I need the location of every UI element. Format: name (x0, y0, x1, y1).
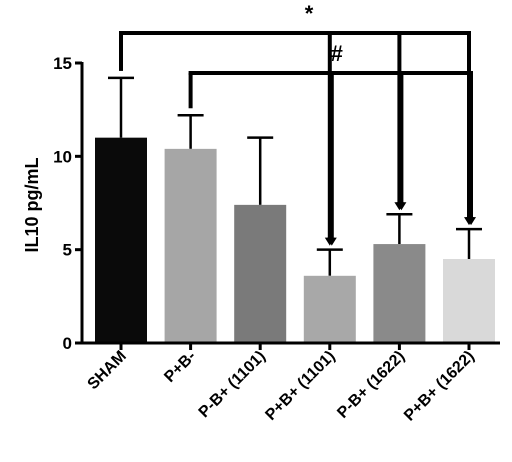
bracket-arrow-head (326, 237, 337, 246)
bracket-arrow-head (466, 217, 476, 226)
bar (164, 148, 217, 343)
bracket-arrow-head (396, 202, 407, 211)
bar (373, 244, 426, 343)
y-tick-label: 10 (53, 147, 72, 166)
bars-group (95, 76, 495, 343)
bar (95, 137, 147, 343)
significance-symbol: # (331, 41, 343, 66)
bar (234, 204, 287, 343)
x-category-label: P+B+ (1622) (401, 348, 478, 425)
bar (303, 275, 356, 343)
y-tick-label: 0 (63, 334, 72, 353)
y-tick-label: 15 (53, 54, 72, 73)
significance-brackets: *# (119, 1, 476, 246)
x-category-label: P-B+ (1622) (334, 348, 408, 422)
significance-symbol: * (305, 1, 314, 26)
x-category-label: P+B+ (1101) (262, 348, 338, 424)
y-tick-label: 5 (63, 241, 72, 260)
x-category-label: P+B- (161, 348, 199, 386)
y-axis-title: IL10 pg/mL (22, 157, 42, 252)
x-category-label: P-B+ (1101) (196, 348, 269, 421)
x-category-label: SHAM (84, 348, 129, 393)
bar (443, 259, 495, 343)
